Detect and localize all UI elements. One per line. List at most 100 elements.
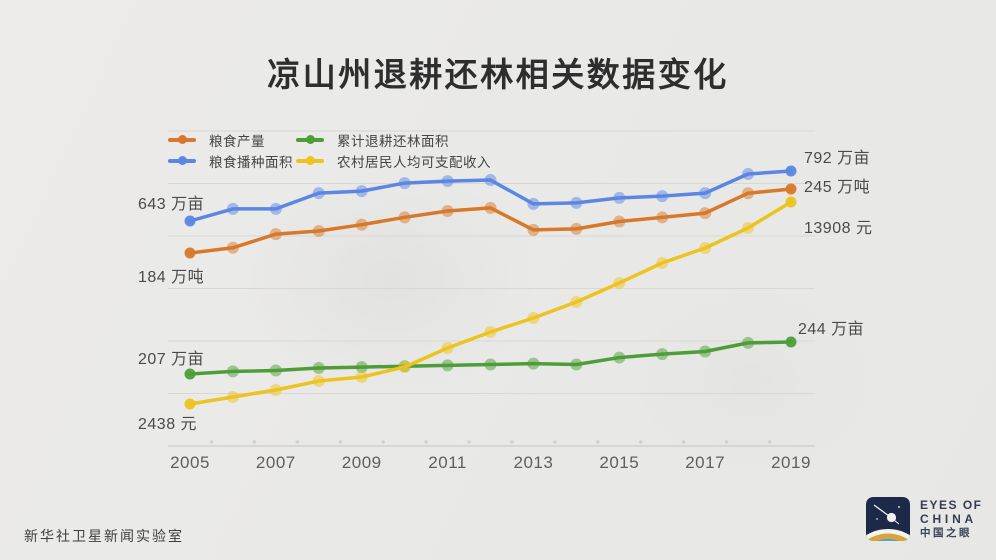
- eyes-of-china-logo: EYES OF CHINA 中国之眼: [866, 497, 983, 541]
- data-point-forest_area: [269, 364, 282, 377]
- data-point-grain_output: [355, 218, 368, 231]
- logo-line-3: 中国之眼: [920, 527, 972, 540]
- axis-tick-dot: [681, 440, 686, 444]
- data-point-sown_area: [441, 175, 454, 188]
- data-point-rural_income: [226, 391, 239, 404]
- label-rural-income-end: 13908 元: [804, 220, 873, 237]
- data-point-rural_income: [184, 398, 196, 410]
- data-point-sown_area: [785, 165, 797, 177]
- data-point-sown_area: [656, 190, 669, 203]
- logo-line-2: CHINA: [920, 512, 977, 527]
- data-point-forest_area: [699, 345, 712, 358]
- data-point-sown_area: [699, 187, 712, 200]
- axis-tick-dot: [638, 440, 643, 444]
- page-title: 凉山州退耕还林相关数据变化: [267, 56, 729, 93]
- data-point-sown_area: [527, 197, 540, 210]
- logo-text: EYES OF CHINA 中国之眼: [920, 499, 983, 539]
- legend-label: 粮食产量: [209, 133, 265, 149]
- data-point-sown_area: [269, 202, 282, 215]
- satellite-emblem-icon: [866, 497, 910, 541]
- data-point-rural_income: [570, 295, 583, 308]
- legend-item-sown-area: 粮食播种面积: [168, 153, 296, 170]
- data-point-sown_area: [226, 202, 239, 215]
- axis-tick-dot: [596, 440, 600, 444]
- legend-label: 农村居民人均可支配收入: [337, 154, 491, 170]
- data-point-sown_area: [613, 191, 626, 204]
- label-grain-output-start: 184 万吨: [138, 269, 205, 286]
- label-grain-output-end: 245 万吨: [804, 179, 871, 196]
- data-point-sown_area: [570, 196, 583, 209]
- axis-tick-dot: [467, 440, 471, 444]
- data-point-forest_area: [570, 358, 583, 371]
- legend-item-rural-income: 农村居民人均可支配收入: [296, 153, 491, 170]
- data-point-rural_income: [484, 325, 497, 338]
- data-point-rural_income: [269, 383, 282, 396]
- legend-marker-icon: [168, 135, 196, 145]
- credit-text: 新华社卫星新闻实验室: [24, 528, 184, 544]
- data-point-forest_area: [527, 357, 540, 370]
- data-point-grain_output: [312, 224, 325, 237]
- data-point-rural_income: [441, 341, 454, 354]
- data-point-forest_area: [656, 348, 669, 361]
- data-point-forest_area: [484, 358, 497, 371]
- data-point-rural_income: [699, 241, 712, 254]
- data-point-grain_output: [184, 247, 196, 259]
- data-point-grain_output: [269, 228, 282, 241]
- data-point-forest_area: [441, 359, 454, 372]
- axis-tick-dot: [724, 440, 729, 444]
- data-point-rural_income: [656, 256, 669, 269]
- legend-marker-icon: [296, 135, 324, 145]
- axis-tick-dot: [252, 440, 257, 444]
- data-point-sown_area: [742, 168, 755, 181]
- legend-label: 累计退耕还林面积: [337, 133, 449, 149]
- axis-tick-dot: [338, 440, 343, 444]
- axis-tick-dot: [424, 440, 428, 444]
- data-point-rural_income: [398, 360, 411, 373]
- label-sown-area-end: 792 万亩: [804, 150, 871, 167]
- axis-tick-dot: [381, 440, 385, 444]
- data-point-grain_output: [398, 211, 411, 224]
- label-forest-area-end: 244 万亩: [798, 321, 865, 338]
- data-point-rural_income: [742, 221, 755, 234]
- data-point-grain_output: [527, 223, 540, 236]
- legend-label: 粮食播种面积: [209, 154, 293, 170]
- data-point-grain_output: [699, 207, 712, 220]
- data-point-sown_area: [398, 177, 411, 190]
- data-point-grain_output: [441, 205, 454, 218]
- data-point-grain_output: [570, 222, 583, 235]
- legend-marker-icon: [296, 156, 324, 166]
- axis-tick-dot: [767, 440, 772, 444]
- label-sown-area-start: 643 万亩: [138, 196, 205, 213]
- series-line-grain_output: [188, 187, 793, 255]
- axis-tick-dot: [209, 440, 214, 444]
- data-point-grain_output: [742, 187, 755, 200]
- data-point-forest_area: [184, 368, 196, 380]
- data-point-sown_area: [484, 174, 497, 187]
- data-point-grain_output: [226, 241, 239, 254]
- data-point-grain_output: [613, 215, 626, 228]
- data-point-forest_area: [355, 361, 368, 374]
- data-point-forest_area: [785, 336, 797, 348]
- data-point-sown_area: [184, 215, 196, 227]
- data-point-forest_area: [312, 361, 325, 374]
- logo-line-1: EYES OF: [920, 498, 983, 513]
- data-point-rural_income: [785, 196, 797, 208]
- data-point-grain_output: [656, 211, 669, 224]
- label-rural-income-start: 2438 元: [138, 416, 198, 433]
- axis-tick-dot: [553, 440, 557, 444]
- axis-tick-dot: [510, 440, 514, 444]
- data-point-forest_area: [742, 336, 755, 349]
- legend-item-grain-output: 粮食产量: [168, 132, 296, 149]
- data-point-grain_output: [484, 201, 497, 214]
- legend-marker-icon: [168, 156, 196, 166]
- data-point-rural_income: [527, 311, 540, 324]
- data-point-grain_output: [785, 183, 797, 195]
- data-point-forest_area: [613, 351, 626, 364]
- legend-item-forest-area: 累计退耕还林面积: [296, 132, 491, 149]
- data-point-forest_area: [226, 365, 239, 378]
- data-point-rural_income: [613, 276, 626, 289]
- chart-legend: 粮食产量 累计退耕还林面积 粮食播种面积 农村居民人均可支配收入: [168, 129, 491, 171]
- data-point-sown_area: [355, 185, 368, 198]
